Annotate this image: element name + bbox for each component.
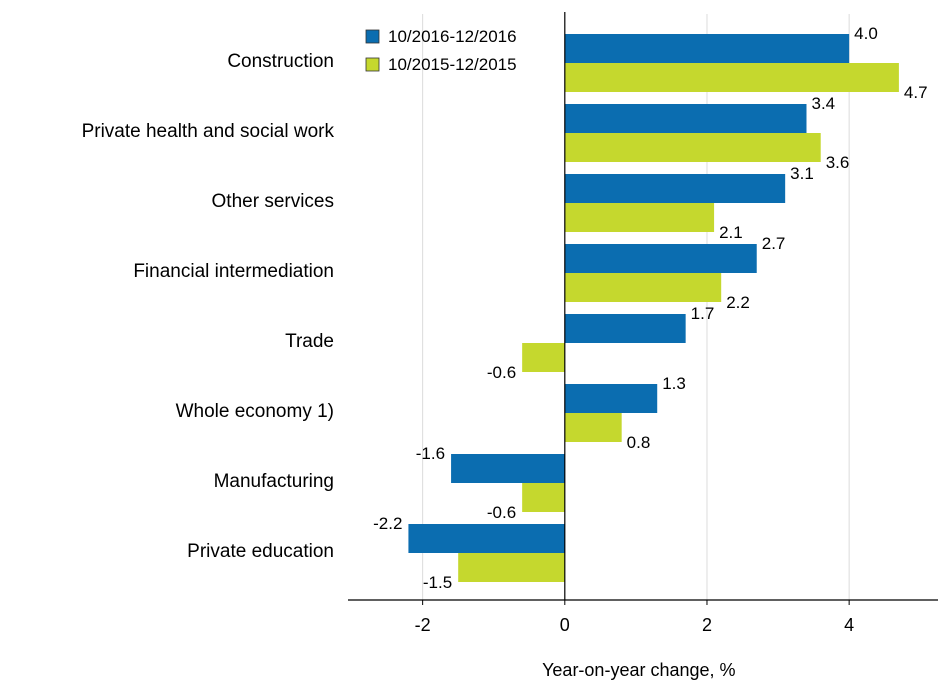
category-label: Private health and social work [82, 121, 335, 142]
bar [408, 524, 565, 553]
value-label: 4.0 [854, 24, 878, 43]
bar [564, 133, 821, 162]
legend-label: 10/2015-12/2015 [388, 55, 517, 74]
bar [564, 104, 807, 133]
bars [408, 34, 899, 582]
bar [564, 63, 899, 92]
x-tick-label: 2 [702, 615, 712, 635]
value-label: 4.7 [904, 83, 928, 102]
bar [564, 413, 622, 442]
bar [564, 273, 722, 302]
bar [522, 483, 565, 512]
value-label: 2.2 [726, 293, 750, 312]
bar [564, 174, 786, 203]
bar [522, 343, 565, 372]
x-tick-label: 0 [560, 615, 570, 635]
value-label: 3.4 [811, 94, 835, 113]
bar [564, 244, 757, 273]
bar [564, 384, 658, 413]
bar [451, 454, 565, 483]
category-label: Private education [187, 541, 334, 562]
bar [564, 203, 715, 232]
value-label: 1.7 [691, 304, 715, 323]
category-label: Whole economy 1) [176, 401, 334, 422]
category-label: Other services [212, 191, 334, 212]
value-label: -2.2 [373, 514, 402, 533]
x-tick-label: 4 [844, 615, 854, 635]
x-tick-label: -2 [415, 615, 431, 635]
value-label: 1.3 [662, 374, 686, 393]
legend-label: 10/2016-12/2016 [388, 27, 517, 46]
category-label: Financial intermediation [133, 261, 334, 282]
category-label: Trade [285, 331, 334, 352]
value-label: 3.6 [826, 153, 850, 172]
bar [564, 314, 686, 343]
axes [348, 12, 938, 605]
value-label: -1.6 [416, 444, 445, 463]
value-label: -1.5 [423, 573, 452, 592]
value-label: -0.6 [487, 503, 516, 522]
category-label: Manufacturing [214, 471, 334, 492]
legend-swatch [365, 29, 380, 44]
value-label: 2.7 [762, 234, 786, 253]
legend: 10/2016-12/2016 10/2015-12/2015 [365, 27, 517, 74]
value-label: 0.8 [627, 433, 651, 452]
labels: 4.0 4.7 Construction 3.4 3.6 Private health a… [82, 24, 928, 635]
category-label: Construction [227, 51, 334, 72]
legend-swatch [365, 57, 380, 72]
value-label: 3.1 [790, 164, 814, 183]
bar [564, 34, 850, 63]
value-label: 2.1 [719, 223, 743, 242]
value-label: -0.6 [487, 363, 516, 382]
x-axis-title: Year-on-year change, % [542, 660, 735, 680]
bar [458, 553, 565, 582]
